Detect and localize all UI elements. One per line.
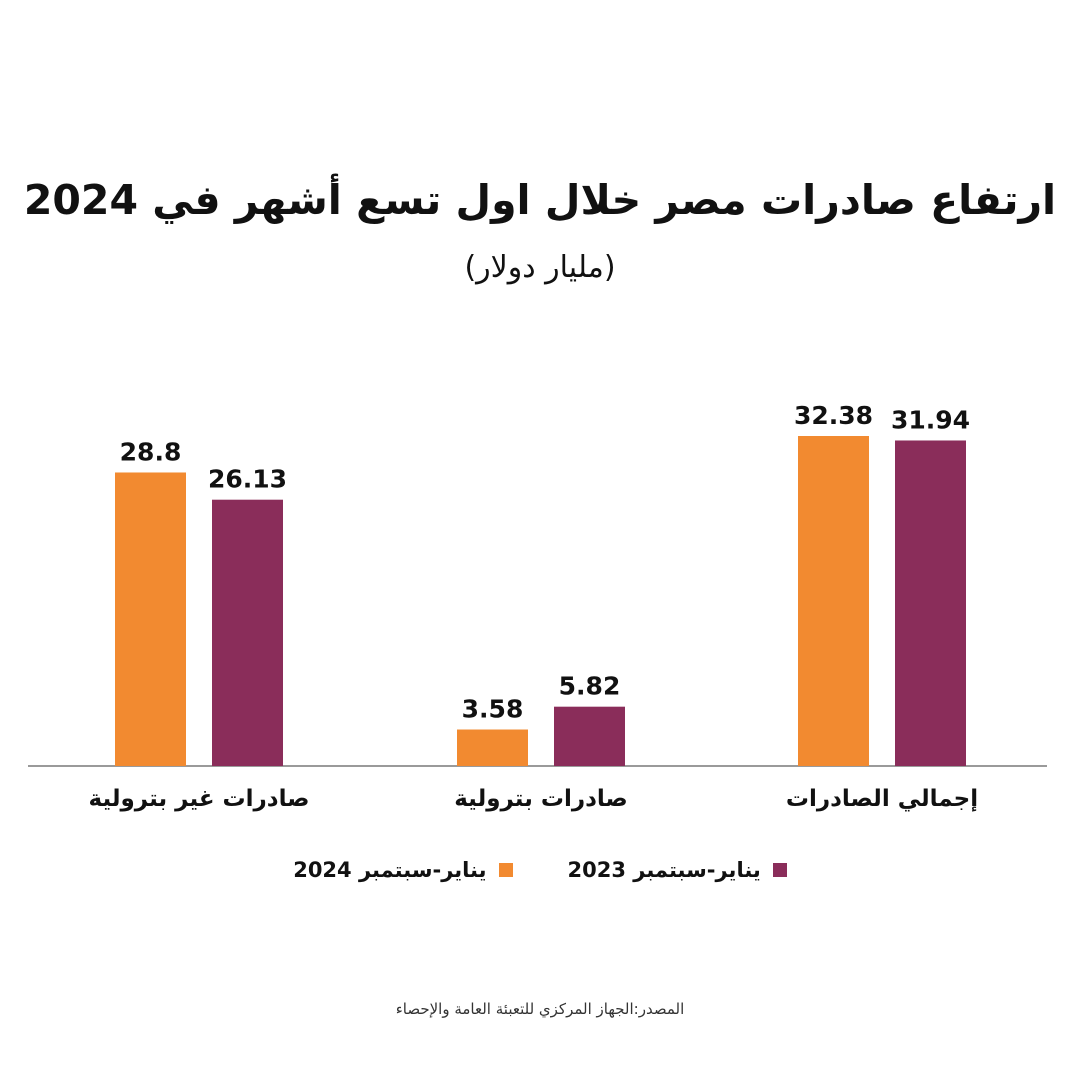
data-label-2024-2: 28.8	[120, 437, 182, 466]
data-label-2023-0: 31.94	[891, 405, 970, 434]
source-note: المصدر:الجهاز المركزي للتعبئة العامة وال…	[395, 1000, 685, 1018]
chart-title: ارتفاع صادرات مصر خلال اول تسع أشهر في 2…	[23, 176, 1057, 224]
legend-item-2023: يناير-سبتمبر 2023	[568, 858, 787, 882]
category-label-1: صادرات بترولية	[454, 786, 628, 812]
legend-swatch-2023	[772, 863, 787, 877]
data-label-2024-0: 32.38	[794, 401, 873, 430]
chart-legend: يناير-سبتمبر 2023 يناير-سبتمبر 2024	[0, 858, 1080, 882]
bar-2024-0	[798, 436, 869, 766]
legend-item-2024: يناير-سبتمبر 2024	[293, 858, 513, 882]
bar-2024-2	[115, 472, 186, 766]
legend-label-2024: يناير-سبتمبر 2024	[293, 858, 487, 882]
legend-swatch-2024	[498, 863, 513, 877]
data-label-2024-1: 3.58	[462, 695, 524, 724]
category-label-0: إجمالي الصادرات	[786, 786, 978, 812]
bar-2023-1	[554, 706, 625, 766]
chart-subtitle: (مليار دولار)	[464, 250, 616, 285]
data-label-2023-1: 5.82	[559, 672, 621, 701]
category-label-2: صادرات غير بترولية	[89, 786, 310, 812]
data-label-2023-2: 26.13	[208, 465, 287, 494]
bar-2023-0	[895, 440, 966, 766]
bar-2023-2	[212, 499, 283, 766]
bar-2024-1	[457, 729, 528, 766]
legend-label-2023: يناير-سبتمبر 2023	[567, 858, 761, 882]
